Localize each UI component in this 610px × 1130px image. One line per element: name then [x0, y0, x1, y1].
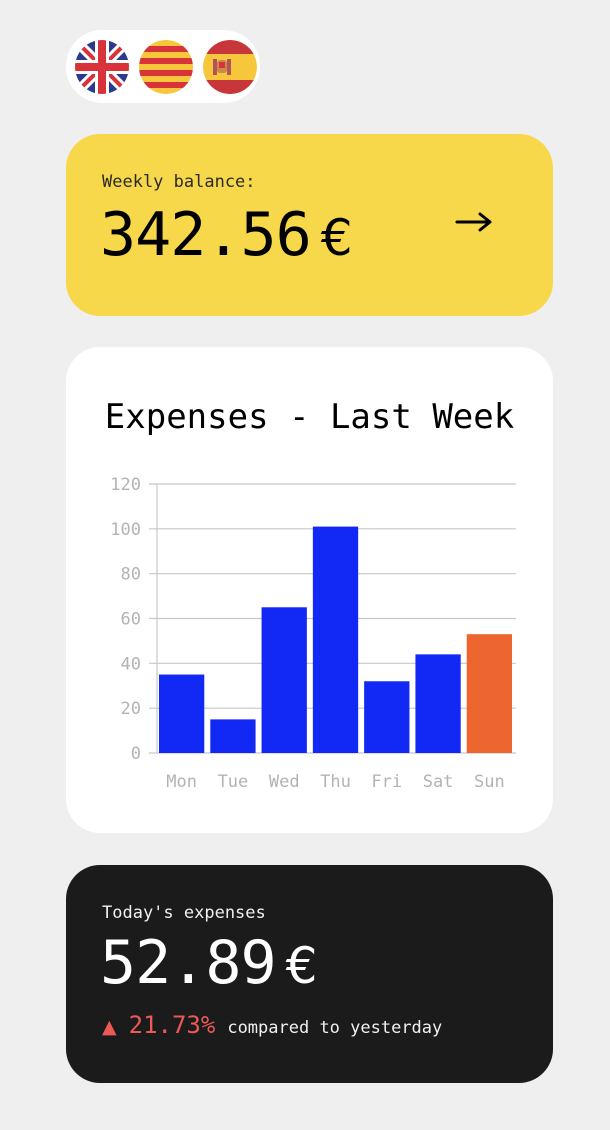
expenses-bar-chart: 0 20 40 60 80 100 120 Mon Tue Wed Thu Fri Sat Sun	[110, 475, 516, 792]
x-tick-label: Thu	[320, 772, 351, 792]
arrow-right-icon	[455, 212, 492, 232]
x-tick-label: Sat	[423, 772, 454, 792]
chart-title: Expenses - Last Week	[104, 397, 515, 437]
bar-tue[interactable]	[210, 719, 256, 753]
expenses-chart-card: Expenses - Last Week 0 20 40 60 80 100 120 Mon T…	[66, 347, 553, 833]
balance-value: 342.56	[100, 200, 312, 270]
today-currency: €	[285, 937, 318, 995]
y-tick-label: 20	[121, 699, 141, 719]
y-tick-label: 40	[121, 654, 141, 674]
bar-sat[interactable]	[415, 654, 461, 753]
x-tick-label: Wed	[269, 772, 300, 792]
balance-details-button[interactable]	[452, 200, 496, 244]
today-label: Today's expenses	[102, 903, 266, 923]
today-value: 52.89	[100, 928, 277, 998]
change-description: compared to yesterday	[227, 1018, 443, 1038]
balance-amount: 342.56 €	[100, 200, 353, 270]
y-tick-label: 120	[110, 475, 141, 495]
bar-wed[interactable]	[261, 607, 307, 753]
spanish-flag-icon[interactable]	[203, 39, 257, 94]
today-expenses-card: Today's expenses 52.89 € ▲ 21.73% compare…	[66, 865, 553, 1083]
change-row: ▲ 21.73% compared to yesterday	[102, 1011, 442, 1039]
language-switcher	[66, 30, 260, 103]
x-tick-label: Tue	[218, 772, 249, 792]
y-tick-label: 80	[121, 565, 141, 585]
change-percent: 21.73%	[128, 1011, 216, 1039]
bar-sun[interactable]	[466, 634, 512, 753]
english-flag-icon[interactable]	[75, 39, 129, 94]
y-tick-label: 60	[121, 610, 141, 630]
x-tick-label: Fri	[371, 772, 402, 792]
bar-mon[interactable]	[159, 674, 205, 753]
bar-thu[interactable]	[312, 526, 359, 753]
y-tick-label: 0	[131, 744, 141, 764]
today-amount: 52.89 €	[100, 928, 318, 998]
bar-fri[interactable]	[364, 681, 410, 753]
y-tick-label: 100	[110, 520, 141, 540]
balance-card: Weekly balance: 342.56 €	[66, 134, 553, 316]
x-tick-label: Sun	[474, 772, 505, 792]
x-tick-label: Mon	[166, 772, 197, 792]
catalan-flag-icon[interactable]	[139, 39, 193, 94]
trend-up-icon: ▲	[102, 1016, 117, 1038]
balance-currency: €	[320, 209, 353, 267]
balance-label: Weekly balance:	[102, 172, 256, 192]
